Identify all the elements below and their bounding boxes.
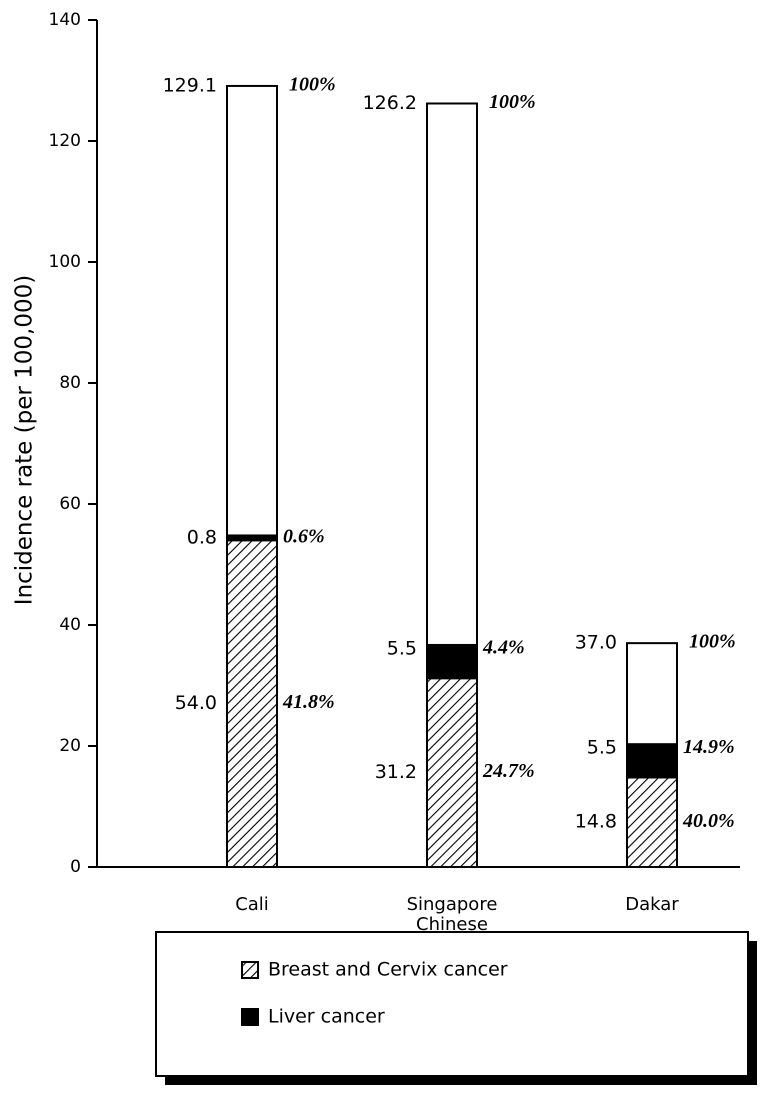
bar-segment xyxy=(226,539,278,868)
percent-label: 0.6% xyxy=(283,525,325,547)
y-tick-label: 60 xyxy=(59,494,81,514)
x-tick-label: Dakar xyxy=(625,894,679,915)
bar-segment xyxy=(426,677,478,868)
y-tick-label: 0 xyxy=(70,857,81,877)
bar-segment xyxy=(226,534,278,542)
bar-segment xyxy=(626,743,678,779)
y-tick-label: 20 xyxy=(59,736,81,756)
total-percent: 100% xyxy=(489,91,536,113)
value-label: 14.8 xyxy=(575,811,617,833)
y-tick-label: 120 xyxy=(49,131,81,151)
total-percent: 100% xyxy=(289,74,336,96)
legend-swatch xyxy=(241,961,259,979)
y-axis-label: Incidence rate (per 100,000) xyxy=(12,275,38,605)
total-label: 126.2 xyxy=(363,92,417,114)
legend-label: Breast and Cervix cancer xyxy=(268,959,508,981)
bar-segment xyxy=(626,776,678,869)
x-tick-label: Cali xyxy=(235,894,269,915)
legend-swatch xyxy=(241,1008,259,1026)
value-label: 5.5 xyxy=(387,637,417,659)
y-tick-label: 40 xyxy=(59,615,81,635)
value-label: 31.2 xyxy=(375,761,417,783)
percent-label: 24.7% xyxy=(482,760,535,782)
legend xyxy=(155,931,757,1085)
percent-label: 14.9% xyxy=(683,736,735,758)
y-tick-label: 140 xyxy=(49,10,81,30)
percent-label: 40.0% xyxy=(682,810,735,832)
legend-box xyxy=(155,931,749,1077)
x-tick-label: Singapore Chinese xyxy=(407,894,498,935)
legend-label: Liver cancer xyxy=(268,1006,385,1028)
percent-label: 4.4% xyxy=(482,637,525,659)
value-label: 5.5 xyxy=(587,737,617,759)
value-label: 0.8 xyxy=(187,526,217,548)
bar-segment xyxy=(426,643,478,680)
total-percent: 100% xyxy=(689,631,736,653)
y-tick-label: 80 xyxy=(59,373,81,393)
total-label: 129.1 xyxy=(163,74,217,96)
value-label: 54.0 xyxy=(175,692,217,714)
percent-label: 41.8% xyxy=(282,691,335,713)
y-tick-label: 100 xyxy=(49,252,81,272)
total-label: 37.0 xyxy=(575,632,617,654)
